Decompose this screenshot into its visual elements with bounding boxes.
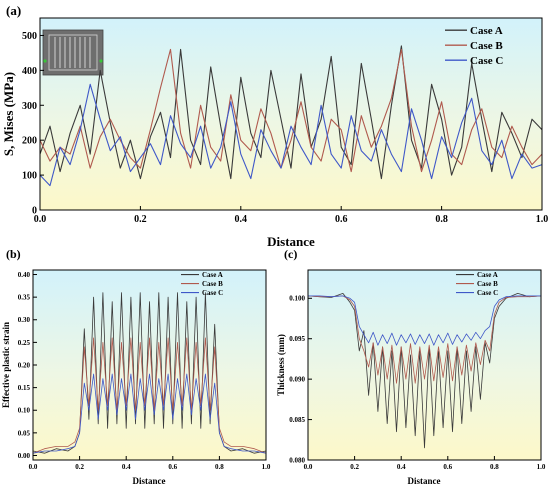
y-tick-label-b: 0.25 (18, 339, 31, 347)
legend-label-c-3: Case C (477, 289, 498, 297)
axis-ticks-c: 0.0 0.2 0.4 0.6 0.8 1.0 0.080 0.085 0.090 0.095 0.… (289, 295, 546, 471)
y-tick-label-c: 0.080 (289, 456, 305, 464)
legend-label-b-2: Case B (202, 280, 223, 288)
x-axis-label-b: Distance (133, 476, 166, 486)
legend-a: Case A Case B Case C (445, 25, 503, 67)
series-group-a (39, 45, 543, 187)
x-tick-label-a: 0.4 (235, 214, 248, 225)
legend-label-c-2: Case B (477, 280, 498, 288)
panel-b: (b) 0.0 0.2 0.4 0.6 0.8 1.00.000.050.100.150.… (1, 247, 271, 486)
y-tick-label-b: 0.35 (18, 294, 31, 302)
series-line-a-3 (39, 83, 543, 187)
y-tick-label-c: 0.095 (289, 335, 305, 343)
y-tick-label-b: 0.15 (18, 384, 31, 392)
plot-frame-a (39, 17, 543, 211)
x-tick-label-c: 1.0 (537, 463, 546, 471)
panel-a: (a) 0.0 0.2 0.4 0.6 0.8 1.0 0 100 200 300 400 500 D… (1, 3, 548, 249)
legend-label-c-1: Case A (477, 271, 498, 279)
series-line-b-3 (32, 373, 267, 454)
y-tick-label-c: 0.090 (289, 376, 305, 384)
x-tick-label-b: 0.0 (29, 463, 38, 471)
panel-label-b: (b) (6, 247, 21, 261)
y-tick-label-a: 100 (22, 171, 37, 182)
plot-background-c (308, 270, 541, 460)
x-tick-label-a: 0.2 (134, 214, 147, 225)
x-tick-label-a: 0.8 (435, 214, 448, 225)
y-tick-label-a: 0 (32, 206, 37, 217)
x-tick-label-a: 0.0 (34, 214, 47, 225)
x-tick-label-b: 0.4 (122, 463, 131, 471)
y-tick-label-b: 0.05 (18, 429, 31, 437)
plot-frame-c (307, 269, 542, 461)
x-tick-label-c: 0.8 (490, 463, 499, 471)
series-line-a-2 (39, 48, 543, 173)
y-tick-label-c: 0.100 (289, 295, 305, 303)
x-axis-label-a: Distance (267, 234, 315, 249)
x-tick-label-c: 0.4 (397, 463, 406, 471)
series-line-c-3 (308, 295, 541, 346)
axis-ticks-b: 0.0 0.2 0.4 0.6 0.8 1.0 0.00 0.05 0.10 0.15 0.20 0.… (18, 271, 271, 471)
y-axis-label-a: S, Mises (MPa) (1, 72, 16, 156)
y-tick-label-a: 500 (22, 31, 37, 42)
series-line-c-2 (307, 295, 542, 384)
series-group-c (307, 292, 542, 449)
x-tick-label-c: 0.0 (304, 463, 313, 471)
plot-background-a (40, 18, 542, 210)
x-axis-label-c: Distance (408, 476, 441, 486)
legend-label-b-1: Case A (202, 271, 223, 279)
y-tick-label-b: 0.10 (18, 407, 31, 415)
series-line-a-1 (39, 45, 543, 180)
x-tick-label-b: 1.0 (262, 463, 271, 471)
panel-label-c: (c) (284, 247, 297, 261)
x-tick-label-a: 1.0 (536, 214, 549, 225)
x-tick-label-b: 0.2 (75, 463, 84, 471)
plot-background-b (33, 270, 266, 460)
legend-label-a-2: Case B (470, 40, 503, 52)
x-tick-label-c: 0.2 (350, 463, 359, 471)
panel-label-a: (a) (6, 3, 21, 18)
y-tick-label-a: 200 (22, 136, 37, 147)
y-tick-label-b: 0.30 (18, 316, 31, 324)
y-tick-label-b: 0.00 (18, 452, 31, 460)
inset-image (42, 29, 104, 76)
x-tick-label-c: 0.6 (443, 463, 452, 471)
series-group-b (32, 292, 267, 454)
y-tick-label-a: 400 (22, 66, 37, 77)
y-tick-label-b: 0.40 (18, 271, 31, 279)
panel-c: (c) 0.0 0.2 0.4 0.6 0.8 1.00.0800.0850.0900.0… (276, 247, 546, 486)
x-tick-label-b: 0.8 (215, 463, 224, 471)
y-tick-label-b: 0.20 (18, 361, 31, 369)
y-tick-label-c: 0.085 (289, 416, 305, 424)
legend-label-b-3: Case C (202, 289, 223, 297)
series-line-c-1 (307, 292, 542, 449)
legend-label-a-3: Case C (470, 55, 503, 67)
y-tick-label-a: 300 (22, 101, 37, 112)
x-tick-label-b: 0.6 (168, 463, 177, 471)
y-axis-label-b: Effective plastic strain (1, 322, 11, 408)
series-line-b-2 (32, 337, 267, 454)
axis-ticks-a: 0.0 0.2 0.4 0.6 0.8 1.0 0 100 200 300 400 500 (22, 31, 548, 225)
x-tick-label-a: 0.6 (335, 214, 348, 225)
legend-label-a-1: Case A (470, 25, 503, 37)
y-axis-label-c: Thickness (mm) (276, 334, 286, 396)
